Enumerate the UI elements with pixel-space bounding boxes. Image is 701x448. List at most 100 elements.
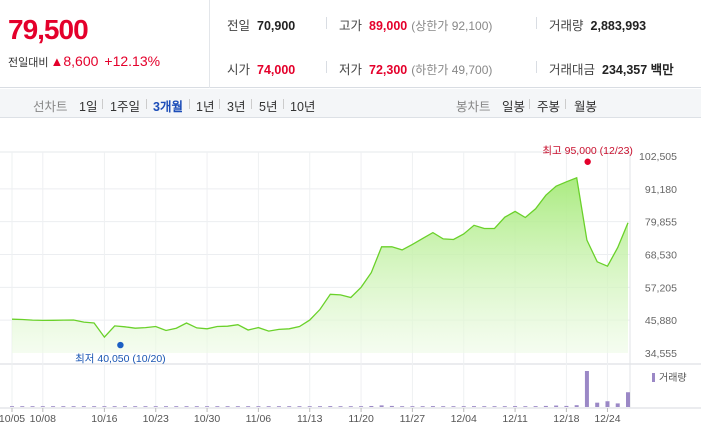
volume-bar [410,406,415,407]
current-price: 79,500 [8,14,89,45]
x-tick-label: 10/05 [0,413,25,425]
volume-bar [533,406,538,407]
volume-bar [461,406,466,407]
y-tick-label: 102,505 [639,151,677,163]
tab-1y[interactable]: 1년 [196,100,215,114]
volume-bar [20,406,25,407]
tab-3y[interactable]: 3년 [227,100,246,114]
volume-bar [441,406,446,407]
y-tick-label: 68,530 [645,250,677,262]
max-marker [584,158,591,165]
volume-bar [164,406,168,407]
tab-10y[interactable]: 10년 [290,100,316,114]
volume-bar [379,405,384,407]
quote-stats: 전일 70,900 고가 89,000 (상한가 92,100) 거래량 2,883,9… [210,0,701,88]
x-tick-label: 10/08 [30,413,56,425]
volume-bar [143,406,148,407]
line-chart-group-label: 선차트 [33,100,68,114]
tab-1d[interactable]: 1일 [79,100,98,114]
divider [536,17,537,29]
volume-bar [297,406,302,407]
max-annotation: 최고 95,000 (12/23) [542,145,633,157]
volume-bar [369,405,374,407]
volume-bar [513,406,518,407]
divider [326,61,327,73]
price-line [11,176,629,339]
volume-bar [338,406,343,407]
volume-bar [615,403,620,407]
volume-bar [554,405,559,407]
volume-bar [482,406,487,407]
y-tick-label: 79,855 [645,217,677,229]
change-percent: +12.13% [104,53,161,69]
divider [536,61,537,73]
tab-1w[interactable]: 1주일 [110,100,140,114]
change-value: 8,600 [63,53,99,69]
x-tick-label: 11/27 [400,413,426,425]
x-tick-label: 12/18 [553,413,579,425]
stat-high: 고가 89,000 (상한가 92,100) [339,19,493,33]
volume-bar [61,406,66,407]
min-marker [117,341,124,349]
volume-bar [359,406,364,407]
up-arrow-icon: ▲ [50,54,64,69]
tab-monthly-candle[interactable]: 월봉 [574,100,598,114]
volume-bar [626,392,630,407]
price-chart: 102,505 91,180 79,855 68,530 57,205 45,880 34,… [0,145,701,425]
volume-bar [574,405,579,407]
volume-bar [492,406,497,407]
volume-bar [502,406,507,407]
stat-prev-close: 전일 70,900 [227,19,296,33]
x-tick-label: 10/30 [194,413,220,425]
volume-bar [318,406,322,407]
x-tick-label: 11/06 [246,413,272,425]
volume-bar [133,406,138,407]
x-tick-label: 10/23 [143,413,169,425]
volume-bar [266,406,271,407]
volume-bar [246,406,251,407]
volume-bar [472,406,476,407]
tab-daily-candle[interactable]: 일봉 [502,100,526,114]
tab-3m[interactable]: 3개월 [153,100,183,114]
x-tick-label: 11/20 [348,413,374,425]
volume-bar [215,406,220,407]
volume-bar [451,406,456,407]
y-tick-label: 45,880 [645,315,677,327]
tab-5y[interactable]: 5년 [259,100,278,114]
price-change: 전일대비 ▲8,600 +12.13% [8,53,160,70]
volume-bar [328,406,333,407]
volume-legend-swatch [652,373,655,382]
stat-volume: 거래량 2,883,993 [549,19,647,33]
change-label: 전일대비 [8,57,49,69]
tab-weekly-candle[interactable]: 주봉 [537,100,561,114]
volume-bar [400,406,405,407]
volume-legend: 거래량 [659,372,687,384]
x-tick-label: 11/13 [297,413,323,425]
volume-bar [523,406,528,407]
volume-bar [153,406,158,407]
volume-bar [184,406,189,407]
volume-bar [584,371,589,407]
min-annotation: 최저 40,050 (10/20) [75,353,166,365]
volume-bar [10,406,14,407]
volume-bar [256,406,261,407]
x-tick-label: 12/04 [451,413,477,425]
volume-bar [287,406,292,407]
chart-period-tabs: 선차트 1일 1주일 3개월 1년 3년 5년 10년 봉차트 일봉 주봉 월봉 [0,89,701,118]
volume-bar [348,406,353,407]
volume-bar [51,406,56,407]
y-tick-label: 34,555 [645,348,677,360]
volume-bar [71,406,76,407]
stat-open: 시가 74,000 [227,63,296,77]
x-tick-label: 12/24 [594,413,620,425]
volume-bar [595,402,600,407]
candle-chart-group-label: 봉차트 [456,100,491,114]
volume-bar [430,406,435,407]
x-tick-label: 12/11 [502,413,528,425]
volume-bar [112,406,117,407]
volume-bar [543,405,548,407]
volume-bar [307,406,312,407]
price-area [12,177,628,353]
x-tick-label: 10/16 [91,413,117,425]
volume-bar [102,406,107,407]
